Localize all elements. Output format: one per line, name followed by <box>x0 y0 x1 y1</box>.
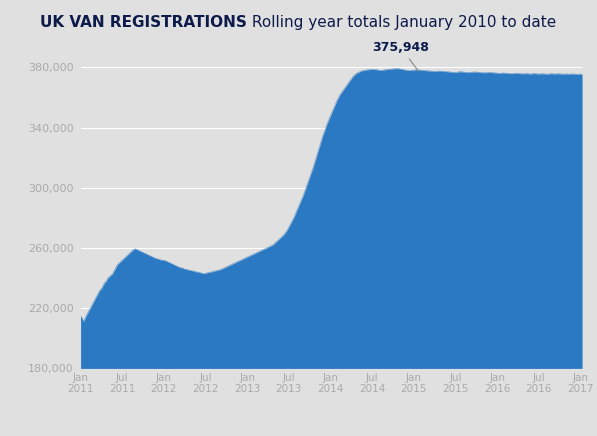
Text: UK VAN REGISTRATIONS: UK VAN REGISTRATIONS <box>41 15 247 30</box>
Text: Rolling year totals January 2010 to date: Rolling year totals January 2010 to date <box>247 15 556 30</box>
Text: 375,948: 375,948 <box>372 41 429 71</box>
